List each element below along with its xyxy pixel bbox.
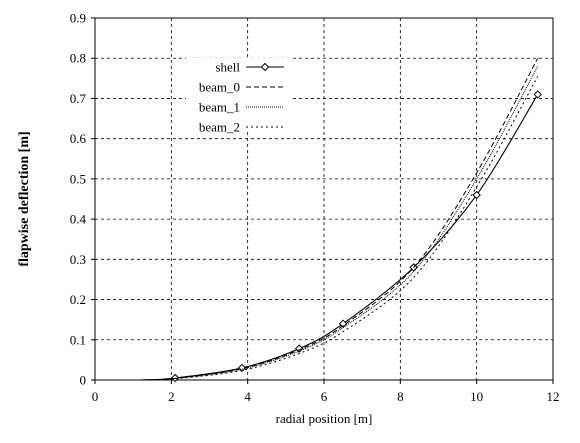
- series-line-beam_2: [140, 76, 539, 381]
- x-axis-label: radial position [m]: [276, 411, 373, 426]
- legend-label-shell: shell: [215, 60, 240, 75]
- y-tick-label: 0.9: [70, 11, 86, 26]
- legend-box: [186, 58, 290, 132]
- y-tick-label: 0.3: [70, 252, 86, 267]
- y-tick-label: 0.8: [70, 51, 86, 66]
- y-tick-label: 0.4: [70, 212, 87, 227]
- data-point-shell: [237, 363, 247, 373]
- legend: shell beam_0 beam_1 beam_2: [186, 58, 290, 135]
- series-line-beam_0: [140, 57, 539, 381]
- legend-marker-shell: [260, 62, 270, 72]
- data-point-shell: [472, 190, 481, 200]
- x-tick-label: 2: [168, 389, 175, 404]
- data-point-shell: [533, 90, 542, 99]
- series-lines: [140, 57, 542, 383]
- x-tick-label: 4: [244, 389, 251, 404]
- y-tick-label: 0: [80, 373, 87, 388]
- y-tick-label: 0.2: [70, 292, 86, 307]
- legend-label-beam_0: beam_0: [199, 80, 240, 95]
- y-axis-label: flapwise deflection [m]: [17, 131, 32, 266]
- x-tick-label: 0: [92, 389, 99, 404]
- axis-ticks: 0 2 4 6 8 10 12 0 0.1 0.2 0.3 0.4 0.5 0.6 0.7 0.8 0.9: [70, 11, 560, 405]
- x-tick-label: 12: [547, 389, 560, 404]
- y-tick-label: 0.1: [70, 332, 86, 347]
- x-tick-label: 6: [321, 389, 328, 404]
- legend-label-beam_1: beam_1: [199, 100, 240, 115]
- series-line-shell: [140, 94, 539, 381]
- y-tick-label: 0.6: [70, 131, 87, 146]
- y-tick-label: 0.7: [70, 91, 87, 106]
- y-tick-label: 0.5: [70, 171, 86, 186]
- data-point-shell: [294, 344, 304, 353]
- grid: [95, 18, 553, 380]
- legend-label-beam_2: beam_2: [199, 120, 240, 135]
- x-tick-label: 10: [470, 389, 483, 404]
- series-line-beam_1: [140, 66, 539, 381]
- x-tick-label: 8: [397, 389, 404, 404]
